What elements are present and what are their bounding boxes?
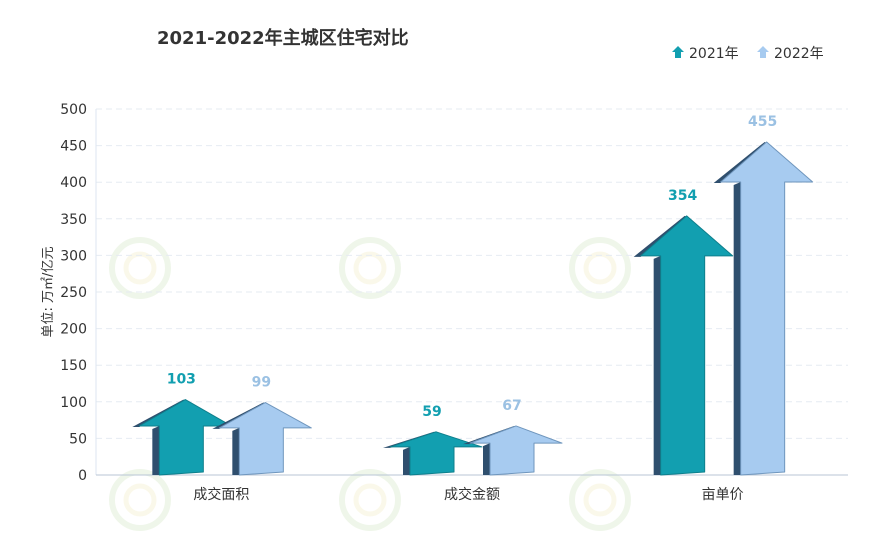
x-tick-label: 成交面积	[193, 486, 249, 503]
data-label: 67	[502, 398, 521, 414]
y-tick-label: 300	[60, 248, 87, 264]
y-tick-label: 250	[60, 285, 87, 301]
watermark-shape	[109, 237, 171, 299]
bar-series1	[640, 215, 734, 476]
watermark-shape	[583, 483, 617, 517]
data-label: 59	[422, 404, 441, 420]
watermark-shape	[339, 237, 401, 299]
y-axis-label: 单位: 万㎡/亿元	[41, 247, 56, 338]
legend: 2021年 2022年	[672, 46, 824, 62]
bar-shadow	[653, 255, 661, 475]
labels: 成交面积 103 99 成交金额 59 67 亩单价 354 455	[167, 114, 778, 503]
bar-series1	[389, 431, 483, 476]
watermark-shape	[583, 251, 617, 285]
watermark-shape	[339, 469, 401, 531]
data-label: 354	[668, 188, 697, 204]
grid-lines	[96, 108, 848, 439]
y-tick-label: 350	[60, 212, 87, 228]
data-label: 455	[748, 114, 777, 130]
y-tick-label: 450	[60, 139, 87, 155]
watermark-shape	[569, 237, 631, 299]
bar-shadow	[483, 443, 490, 475]
x-tick-label: 成交金额	[444, 486, 500, 503]
watermark-shape	[353, 251, 387, 285]
y-tick-label: 50	[69, 431, 87, 447]
watermark-shape	[569, 469, 631, 531]
y-tick-label: 100	[60, 395, 87, 411]
bar-series1	[138, 399, 232, 476]
watermark-shape	[123, 251, 157, 285]
chart-title: 2021-2022年主城区住宅对比	[157, 28, 409, 49]
axes: 0 50 100 150 200 250 300 350 400 450 500 单位: 万㎡/亿元	[41, 102, 848, 484]
y-tick-label: 0	[78, 468, 87, 484]
watermark-shape	[353, 483, 387, 517]
bars	[132, 141, 814, 476]
legend-arrow-icon	[672, 46, 684, 58]
y-tick-label: 200	[60, 322, 87, 338]
legend-arrow-icon	[757, 46, 769, 58]
bar-series2	[469, 425, 563, 476]
bar-shadow	[232, 427, 240, 475]
watermark-shape	[123, 483, 157, 517]
data-label: 99	[252, 375, 271, 391]
watermark-layer	[109, 237, 631, 531]
watermark-shape	[109, 469, 171, 531]
bar-series2	[720, 141, 814, 476]
data-label: 103	[167, 372, 196, 388]
x-tick-label: 亩单价	[702, 486, 744, 503]
legend-label: 2021年	[689, 46, 739, 62]
bar-shadow	[733, 181, 741, 475]
legend-label: 2022年	[774, 46, 824, 62]
bar-series2	[218, 402, 312, 476]
y-tick-label: 150	[60, 358, 87, 374]
bar-shadow	[403, 446, 410, 475]
y-tick-label: 400	[60, 175, 87, 191]
bar-shadow	[152, 425, 160, 475]
y-tick-label: 500	[60, 102, 87, 118]
